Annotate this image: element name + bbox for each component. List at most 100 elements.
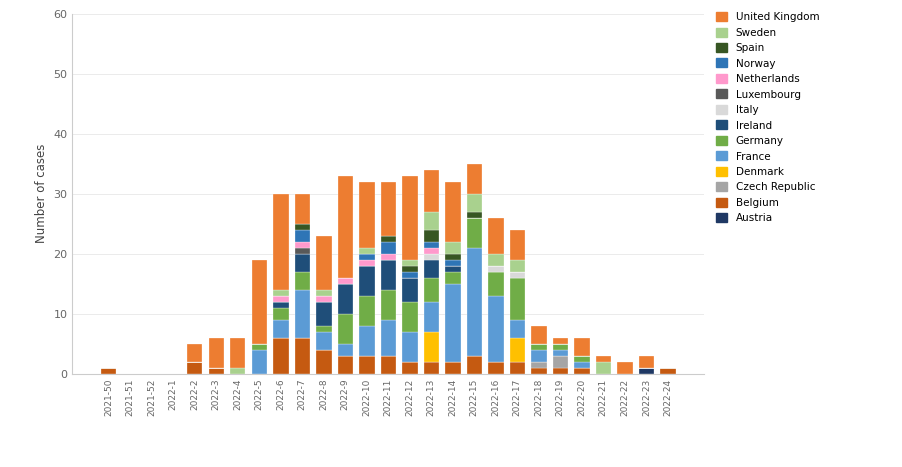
Bar — [488, 296, 503, 361]
Bar — [380, 356, 396, 374]
Bar — [574, 356, 589, 361]
Bar — [488, 218, 503, 254]
Bar — [337, 356, 353, 374]
Bar — [530, 361, 546, 368]
Bar — [294, 338, 309, 374]
Bar — [466, 194, 482, 212]
Bar — [252, 350, 267, 374]
Bar — [423, 212, 438, 230]
Bar — [272, 302, 288, 308]
Bar — [595, 356, 611, 361]
Bar — [488, 254, 503, 266]
Bar — [208, 368, 224, 374]
Bar — [509, 319, 524, 338]
Bar — [230, 338, 245, 368]
Bar — [509, 272, 524, 278]
Bar — [380, 242, 396, 254]
Bar — [230, 368, 245, 374]
Bar — [552, 344, 567, 350]
Bar — [272, 194, 288, 290]
Bar — [401, 332, 417, 361]
Bar — [316, 296, 331, 302]
Bar — [659, 368, 675, 374]
Bar — [466, 356, 482, 374]
Bar — [574, 368, 589, 374]
Bar — [530, 325, 546, 344]
Bar — [445, 272, 460, 283]
Bar — [445, 266, 460, 272]
Bar — [401, 176, 417, 260]
Bar — [466, 164, 482, 194]
Y-axis label: Number of cases: Number of cases — [34, 144, 48, 243]
Bar — [359, 296, 374, 325]
Bar — [272, 338, 288, 374]
Bar — [423, 230, 438, 242]
Bar — [380, 260, 396, 290]
Legend: United Kingdom, Sweden, Spain, Norway, Netherlands, Luxembourg, Italy, Ireland, : United Kingdom, Sweden, Spain, Norway, N… — [715, 12, 818, 224]
Bar — [101, 368, 116, 374]
Bar — [423, 361, 438, 374]
Bar — [294, 248, 309, 254]
Bar — [423, 332, 438, 361]
Bar — [509, 361, 524, 374]
Bar — [423, 248, 438, 254]
Bar — [445, 361, 460, 374]
Bar — [445, 182, 460, 242]
Bar — [316, 236, 331, 290]
Bar — [337, 278, 353, 283]
Bar — [380, 182, 396, 236]
Bar — [445, 254, 460, 260]
Bar — [552, 356, 567, 368]
Bar — [316, 332, 331, 350]
Bar — [423, 242, 438, 248]
Bar — [359, 254, 374, 260]
Bar — [272, 290, 288, 296]
Bar — [530, 350, 546, 361]
Bar — [294, 194, 309, 224]
Bar — [509, 260, 524, 272]
Bar — [423, 254, 438, 260]
Bar — [294, 272, 309, 290]
Bar — [466, 212, 482, 218]
Bar — [316, 350, 331, 374]
Bar — [488, 266, 503, 272]
Bar — [380, 254, 396, 260]
Bar — [595, 361, 611, 374]
Bar — [616, 361, 632, 374]
Bar — [294, 254, 309, 272]
Bar — [359, 248, 374, 254]
Bar — [294, 224, 309, 230]
Bar — [423, 170, 438, 212]
Bar — [316, 302, 331, 325]
Bar — [445, 283, 460, 361]
Bar — [380, 319, 396, 356]
Bar — [509, 230, 524, 260]
Bar — [509, 338, 524, 361]
Bar — [401, 302, 417, 332]
Bar — [337, 176, 353, 278]
Bar — [574, 361, 589, 368]
Bar — [552, 338, 567, 344]
Bar — [445, 242, 460, 254]
Bar — [530, 344, 546, 350]
Bar — [401, 278, 417, 302]
Bar — [337, 283, 353, 314]
Bar — [638, 356, 653, 368]
Bar — [552, 368, 567, 374]
Bar — [294, 242, 309, 248]
Bar — [423, 302, 438, 332]
Bar — [359, 325, 374, 356]
Bar — [294, 230, 309, 242]
Bar — [294, 290, 309, 338]
Bar — [488, 272, 503, 296]
Bar — [401, 272, 417, 278]
Bar — [252, 344, 267, 350]
Bar — [359, 266, 374, 296]
Bar — [423, 260, 438, 278]
Bar — [401, 361, 417, 374]
Bar — [530, 368, 546, 374]
Bar — [488, 361, 503, 374]
Bar — [423, 278, 438, 302]
Bar — [552, 350, 567, 356]
Bar — [509, 278, 524, 319]
